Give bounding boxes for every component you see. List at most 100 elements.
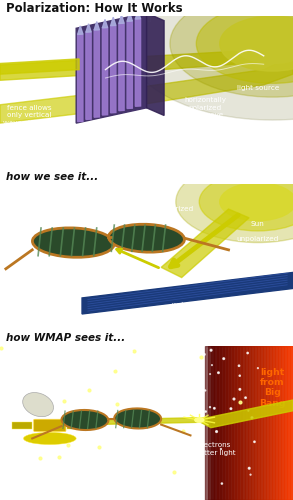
Point: [123, 344, 128, 352]
Polygon shape: [111, 26, 116, 113]
Ellipse shape: [114, 408, 161, 428]
Point: [34, 424, 39, 432]
Polygon shape: [86, 32, 91, 120]
Ellipse shape: [23, 432, 76, 444]
Point: [193, 454, 198, 462]
Point: [119, 378, 123, 386]
Point: [154, 466, 159, 474]
FancyBboxPatch shape: [12, 422, 32, 429]
Circle shape: [220, 183, 293, 220]
Bar: [211, 346, 221, 500]
Point: [190, 425, 194, 433]
Point: [112, 366, 117, 374]
Circle shape: [126, 0, 293, 120]
Point: [0, 485, 3, 493]
Bar: [278, 346, 287, 500]
Point: [71, 490, 75, 498]
Point: [142, 452, 147, 460]
Point: [97, 444, 102, 452]
Circle shape: [176, 161, 293, 242]
Text: vertically polarized
light wave: vertically polarized light wave: [83, 17, 151, 30]
Point: [180, 427, 185, 435]
Polygon shape: [102, 20, 108, 28]
Point: [124, 430, 128, 438]
Circle shape: [196, 4, 293, 84]
Point: [136, 468, 141, 476]
Text: Polarization: How It Works: Polarization: How It Works: [6, 2, 183, 15]
Point: [156, 412, 161, 420]
Polygon shape: [146, 13, 164, 116]
Point: [4, 372, 9, 380]
FancyBboxPatch shape: [34, 419, 66, 432]
Polygon shape: [111, 18, 116, 25]
Point: [107, 402, 111, 410]
Point: [140, 491, 144, 499]
Polygon shape: [0, 44, 293, 80]
Bar: [269, 346, 278, 500]
Text: horizontally
polarized
light wave: horizontally polarized light wave: [184, 98, 226, 118]
Text: electrons
scatter light: electrons scatter light: [192, 442, 236, 456]
Point: [250, 414, 254, 422]
Point: [187, 362, 192, 370]
Polygon shape: [78, 26, 83, 34]
Point: [202, 350, 207, 358]
Point: [229, 404, 233, 412]
Point: [209, 361, 214, 369]
Point: [185, 432, 189, 440]
Point: [91, 368, 96, 376]
Point: [198, 480, 203, 488]
Point: [245, 349, 250, 357]
Point: [208, 370, 212, 378]
Point: [156, 358, 161, 366]
Point: [120, 399, 125, 407]
Polygon shape: [86, 24, 91, 32]
Point: [77, 404, 81, 412]
Bar: [254, 346, 263, 500]
Polygon shape: [127, 21, 132, 108]
Bar: [217, 346, 226, 500]
Polygon shape: [53, 418, 199, 426]
Polygon shape: [82, 272, 293, 314]
Polygon shape: [119, 15, 124, 24]
Point: [199, 353, 204, 361]
Point: [187, 398, 192, 406]
Point: [58, 417, 63, 425]
Point: [219, 480, 224, 488]
Point: [219, 445, 223, 453]
Point: [36, 379, 41, 387]
Polygon shape: [161, 209, 249, 278]
Circle shape: [231, 188, 284, 215]
Circle shape: [195, 418, 204, 422]
Point: [214, 428, 219, 436]
Point: [110, 478, 115, 486]
Point: [252, 438, 257, 446]
Bar: [281, 346, 290, 500]
Point: [209, 346, 213, 354]
Polygon shape: [135, 10, 141, 19]
Polygon shape: [199, 400, 293, 427]
Point: [165, 356, 170, 364]
Polygon shape: [0, 56, 293, 123]
Point: [238, 386, 242, 394]
Point: [117, 494, 122, 500]
Point: [32, 439, 37, 447]
Point: [247, 464, 252, 472]
Text: fence allows
only vertical
waves through: fence allows only vertical waves through: [3, 105, 56, 126]
Point: [120, 426, 125, 434]
Point: [238, 398, 243, 406]
Point: [174, 486, 179, 494]
Bar: [251, 346, 260, 500]
Point: [33, 456, 37, 464]
Point: [188, 376, 193, 384]
Polygon shape: [119, 23, 124, 110]
Bar: [284, 346, 293, 500]
Point: [54, 366, 59, 374]
Point: [126, 419, 130, 427]
Point: [203, 408, 208, 416]
Bar: [266, 346, 275, 500]
Point: [81, 352, 85, 360]
Polygon shape: [94, 30, 99, 117]
Point: [109, 454, 114, 462]
Bar: [232, 346, 242, 500]
Bar: [205, 346, 214, 500]
